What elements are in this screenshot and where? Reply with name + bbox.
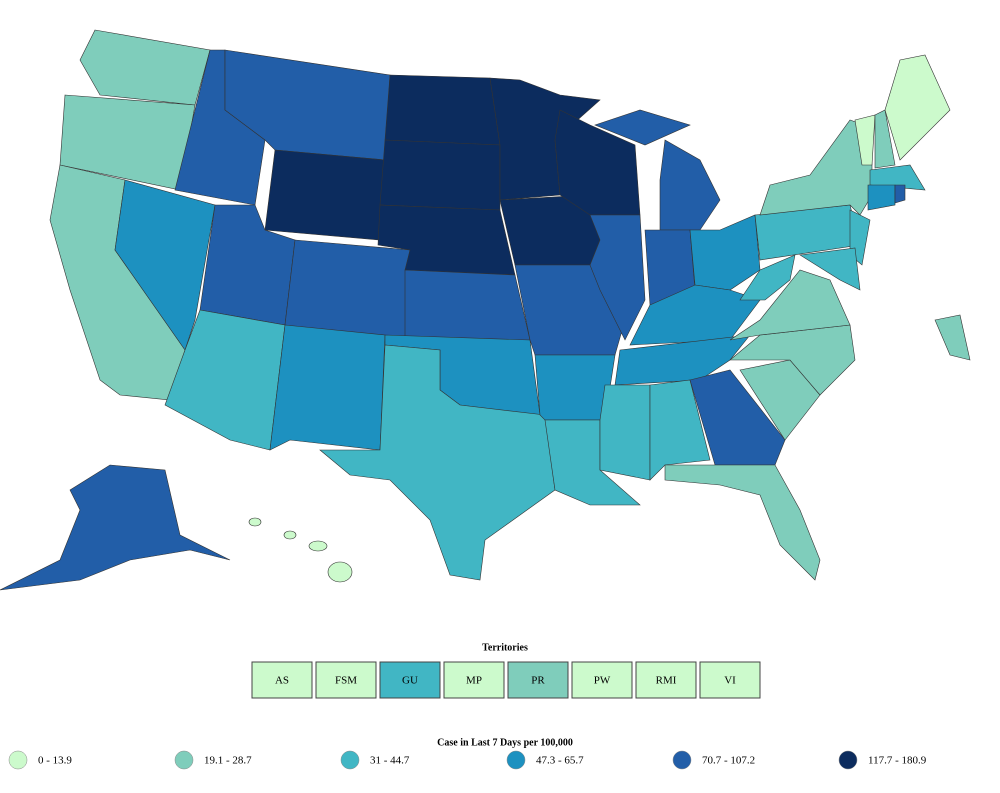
legend-swatch [174,750,194,770]
state[interactable] [264,149,386,241]
state[interactable] [614,334,751,386]
state[interactable] [404,269,531,341]
state[interactable] [659,139,721,231]
state[interactable] [799,247,861,291]
state[interactable] [649,379,711,481]
territory-box[interactable] [379,661,441,699]
state[interactable] [384,74,501,146]
state[interactable] [664,464,821,581]
territory-label: PW [594,675,611,687]
legend-title: Case in Last 7 Days per 100,000 [437,737,573,748]
state[interactable] [79,29,211,106]
us-map [0,29,971,591]
legend-label: 0 - 13.9 [38,755,72,767]
state[interactable] [327,561,353,583]
state[interactable] [689,369,786,466]
state[interactable] [729,269,851,341]
legend-swatch [8,750,28,770]
territory-label: PR [531,675,545,687]
territory-label: VI [724,675,736,687]
state[interactable] [854,114,876,166]
state[interactable] [284,239,411,341]
territory-label: FSM [335,675,357,687]
territory-label: RMI [656,675,677,687]
legend-label: 47.3 - 65.7 [536,755,584,767]
state[interactable] [0,464,231,591]
legend-label: 117.7 - 180.9 [868,755,927,767]
state[interactable] [308,540,328,552]
state[interactable] [884,54,951,161]
legend-swatch [838,750,858,770]
state[interactable] [594,109,691,146]
legend-label: 70.7 - 107.2 [702,755,755,767]
territory-box[interactable] [699,661,761,699]
territory-label: GU [402,675,418,687]
territory-box[interactable] [635,661,697,699]
state[interactable] [248,517,262,527]
state[interactable] [283,530,297,540]
territory-box[interactable] [251,661,313,699]
territory-box[interactable] [507,661,569,699]
territories-title: Territories [482,642,528,653]
state[interactable] [114,179,216,351]
state[interactable] [874,109,896,169]
state[interactable] [739,254,796,301]
state[interactable] [379,139,501,211]
legend-label: 19.1 - 28.7 [204,755,252,767]
territory-label: MP [466,675,482,687]
territory-label: AS [275,675,289,687]
state[interactable] [269,324,386,451]
territory-box[interactable] [571,661,633,699]
territory-box[interactable] [443,661,505,699]
state[interactable] [319,344,556,581]
legend-swatch [672,750,692,770]
legend-label: 31 - 44.7 [370,755,410,767]
legend-swatch [506,750,526,770]
state[interactable] [599,384,651,481]
state[interactable] [934,314,971,361]
state[interactable] [869,164,926,191]
state[interactable] [894,184,906,204]
state[interactable] [589,214,646,341]
state[interactable] [759,119,873,216]
territory-box[interactable] [315,661,377,699]
state[interactable] [867,184,896,211]
legend-swatch [340,750,360,770]
